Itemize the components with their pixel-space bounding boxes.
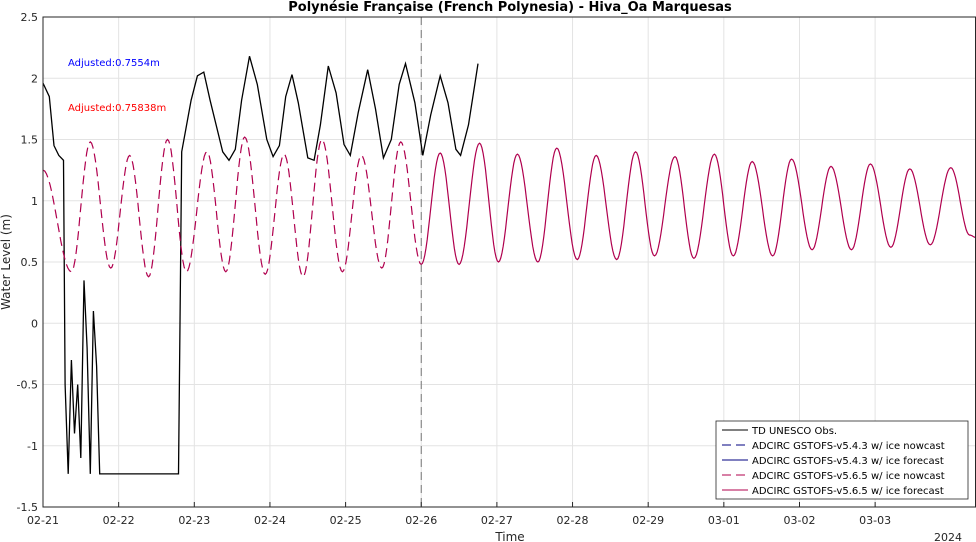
legend-label: ADCIRC GSTOFS-v5.6.5 w/ ice forecast: [752, 486, 944, 497]
y-tick-label: 2: [31, 72, 38, 85]
legend-box: [715, 420, 969, 500]
legend-label: ADCIRC GSTOFS-v5.6.5 w/ ice nowcast: [752, 471, 945, 482]
x-tick-label: 02-24: [254, 514, 286, 527]
legend: TD UNESCO Obs. ADCIRC GSTOFS-v5.4.3 w/ ic…: [715, 420, 969, 500]
annotation-adjusted-red: Adjusted:0.75838m: [68, 103, 166, 114]
y-tick-label: 0: [31, 317, 38, 330]
x-tick-label: 03-03: [859, 514, 891, 527]
y-tick-label: -1: [27, 440, 38, 453]
year-label: 2024: [934, 531, 962, 542]
y-axis-label: Water Level (m): [0, 214, 13, 310]
chart-title: Polynésie Française (French Polynesia) -…: [288, 0, 732, 15]
series-line-adcirc-gstofs-v5-6-5-w-ice-forecast: [420, 142, 976, 266]
y-tick-label: -0.5: [17, 379, 38, 392]
x-tick-label: 02-22: [103, 514, 135, 527]
y-tick-label: 2.5: [21, 11, 39, 24]
series-line-adcirc-gstofs-v5-6-5-w-ice-nowcast: [42, 136, 422, 278]
legend-label: TD UNESCO Obs.: [751, 426, 837, 437]
legend-label: ADCIRC GSTOFS-v5.4.3 w/ ice forecast: [752, 456, 944, 467]
plot-area: [42, 17, 976, 507]
x-tick-label: 02-25: [330, 514, 362, 527]
annotation-adjusted-blue: Adjusted:0.7554m: [68, 58, 160, 69]
x-tick-label: 03-01: [708, 514, 740, 527]
y-tick-label: -1.5: [17, 501, 38, 514]
x-tick-label: 02-29: [632, 514, 664, 527]
y-tick-label: 1: [31, 195, 38, 208]
x-tick-label: 02-28: [557, 514, 589, 527]
x-tick-label: 02-21: [27, 514, 59, 527]
legend-label: ADCIRC GSTOFS-v5.4.3 w/ ice nowcast: [752, 441, 945, 452]
series-line-td-unesco-obs: [42, 56, 479, 475]
axes: -1.5 -1 -0.5 0 0.5 1 1.5 2 2.5 02-21 02-22 02-23 02-…: [17, 11, 976, 527]
x-tick-label: 02-26: [405, 514, 437, 527]
x-tick-label: 03-02: [784, 514, 816, 527]
x-tick-label: 02-27: [481, 514, 513, 527]
x-tick-label: 02-23: [178, 514, 210, 527]
y-tick-label: 0.5: [21, 256, 39, 269]
y-tick-label: 1.5: [21, 134, 39, 147]
x-axis-label: Time: [494, 530, 524, 542]
